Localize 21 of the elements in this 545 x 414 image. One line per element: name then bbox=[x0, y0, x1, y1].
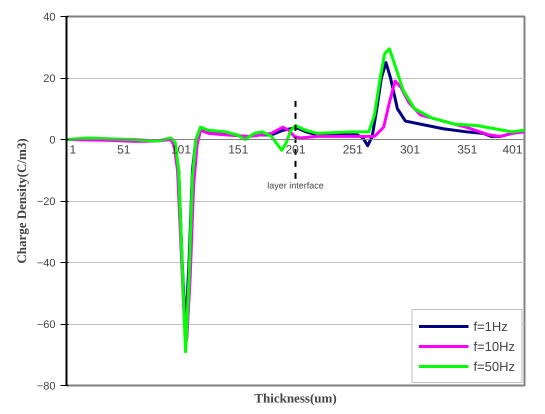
x-tick-label: 251 bbox=[342, 142, 364, 156]
x-tick-label: 151 bbox=[228, 142, 249, 156]
x-tick-label: 201 bbox=[285, 142, 306, 156]
y-tick-label: −60 bbox=[36, 319, 56, 331]
x-tick-label: 351 bbox=[457, 142, 478, 156]
legend-label: f=1Hz bbox=[473, 318, 508, 334]
x-tick-label: 401 bbox=[502, 142, 523, 156]
legend-label: f=10Hz bbox=[473, 338, 515, 354]
y-tick-label: −80 bbox=[36, 380, 56, 392]
y-axis-title: Charge Density(C/m3) bbox=[14, 138, 29, 264]
legend-label: f=50Hz bbox=[473, 358, 515, 374]
ref-line-label: layer interface bbox=[267, 180, 324, 191]
x-tick-label: 1 bbox=[70, 142, 76, 156]
y-tick-label: −40 bbox=[36, 258, 56, 270]
y-tick-label: 0 bbox=[49, 134, 56, 146]
x-tick-label: 301 bbox=[400, 142, 420, 156]
y-tick-label: −20 bbox=[36, 196, 56, 208]
x-tick-label: 51 bbox=[117, 142, 131, 156]
x-axis-title: Thickness(um) bbox=[254, 390, 337, 406]
y-tick-label: 40 bbox=[43, 12, 56, 24]
y-tick-label: 20 bbox=[43, 73, 56, 85]
